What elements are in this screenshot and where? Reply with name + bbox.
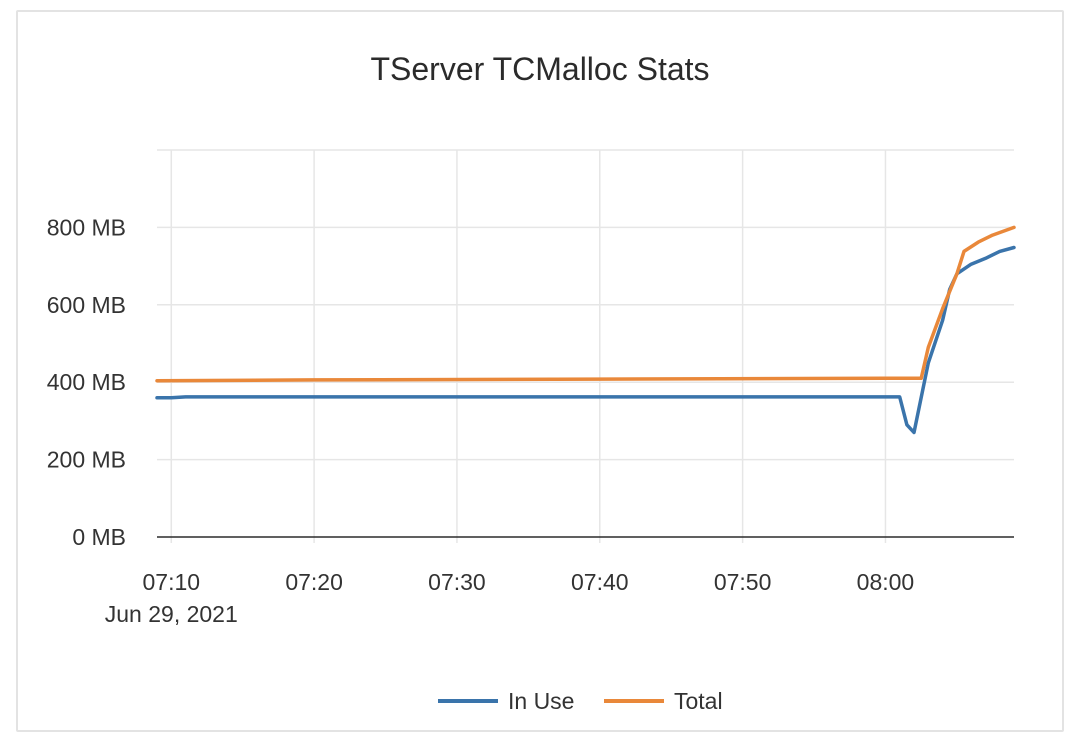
y-tick-label: 400 MB bbox=[47, 369, 126, 395]
x-grid bbox=[170, 150, 887, 543]
x-tick-date-label: Jun 29, 2021 bbox=[105, 601, 238, 627]
chart-panel bbox=[16, 10, 1064, 732]
legend-label-in-use: In Use bbox=[508, 688, 574, 714]
x-tick-label: 07:30 bbox=[428, 569, 486, 595]
x-tick-label: 07:50 bbox=[714, 569, 772, 595]
series-line-total bbox=[155, 225, 1016, 383]
x-axis-labels: 07:10 Jun 29, 2021 07:20 07:30 07:40 07:50 08:… bbox=[105, 569, 914, 627]
y-tick-label: 200 MB bbox=[47, 447, 126, 473]
x-tick-label: 07:20 bbox=[285, 569, 343, 595]
chart-title: TServer TCMalloc Stats bbox=[370, 51, 709, 87]
legend-label-total: Total bbox=[674, 688, 723, 714]
legend-item-in-use[interactable]: In Use bbox=[438, 688, 574, 714]
x-tick-label: 08:00 bbox=[857, 569, 915, 595]
x-tick-label: 07:10 bbox=[143, 569, 201, 595]
series-line-in-use bbox=[155, 245, 1016, 435]
y-tick-label: 0 MB bbox=[72, 524, 126, 550]
legend-item-total[interactable]: Total bbox=[604, 688, 723, 714]
y-tick-label: 600 MB bbox=[47, 292, 126, 318]
y-tick-label: 800 MB bbox=[47, 214, 126, 240]
y-grid bbox=[157, 149, 1014, 461]
y-axis-labels: 0 MB 200 MB 400 MB 600 MB 800 MB bbox=[47, 214, 126, 550]
series-lines bbox=[155, 225, 1016, 435]
legend[interactable]: In Use Total bbox=[438, 688, 723, 714]
x-tick-label: 07:40 bbox=[571, 569, 629, 595]
